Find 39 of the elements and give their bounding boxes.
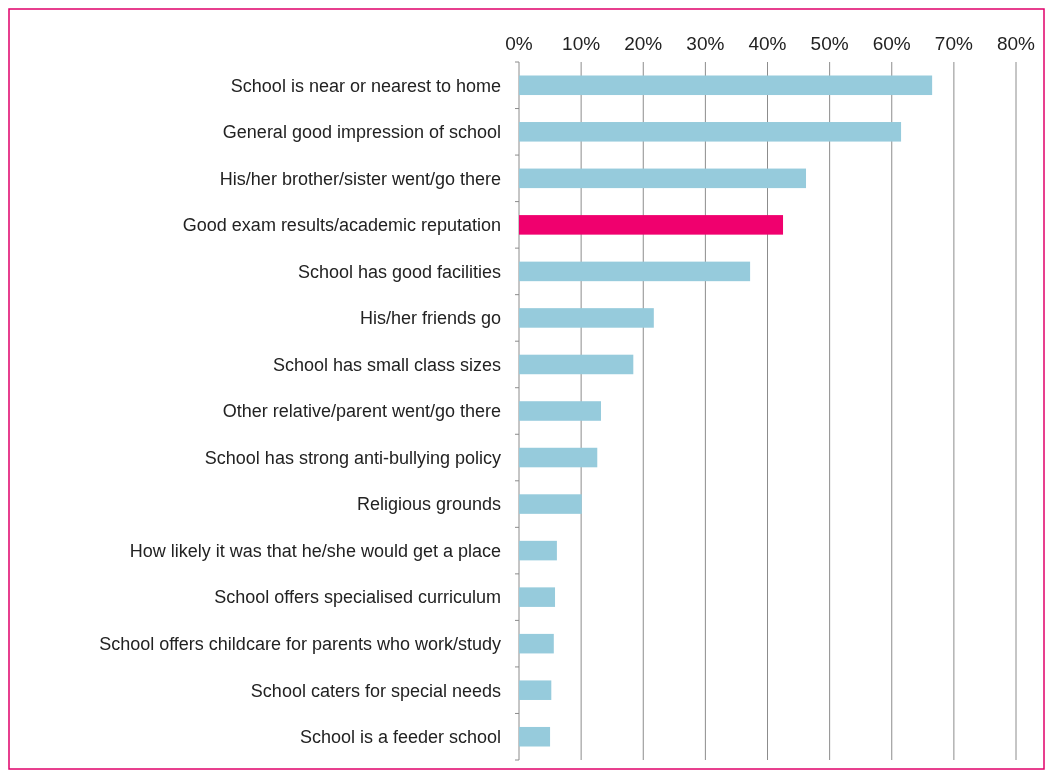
y-tick-label: School has strong anti-bullying policy [204, 447, 501, 468]
y-tick-label: School has small class sizes [272, 354, 501, 375]
x-tick-label: 30% [686, 33, 725, 54]
bar [519, 587, 556, 607]
bar [519, 680, 552, 700]
bar [519, 726, 551, 747]
bar [519, 401, 602, 421]
x-tick-label: 70% [934, 33, 973, 54]
y-tick-label: School is near or nearest to home [230, 75, 501, 96]
y-tick-label: His/her friends go [359, 308, 501, 329]
bar [519, 75, 933, 96]
bar [519, 308, 654, 328]
y-tick-label: General good impression of school [222, 122, 501, 143]
y-tick-label: School has good facilities [297, 261, 501, 282]
bar [519, 494, 582, 514]
bar [519, 633, 554, 654]
y-tick-label: Religious grounds [356, 494, 501, 515]
y-tick-label: School caters for special needs [250, 680, 501, 701]
y-tick-label: Good exam results/academic reputation [182, 215, 501, 236]
y-tick-label: School offers specialised curriculum [214, 587, 501, 608]
x-tick-label: 50% [810, 33, 849, 54]
y-tick-label: His/her brother/sister went/go there [219, 168, 501, 189]
bar [519, 122, 902, 142]
x-tick-label: 0% [505, 33, 533, 54]
bar [519, 168, 807, 189]
y-tick-label: School is a feeder school [299, 727, 501, 748]
x-tick-label: 40% [748, 33, 787, 54]
y-tick-label: School offers childcare for parents who work/study [99, 633, 501, 654]
bar [519, 261, 751, 282]
y-tick-label: How likely it was that he/she would get a place [129, 540, 501, 561]
y-tick-label: Other relative/parent went/go there [222, 401, 501, 422]
x-tick-label: 80% [996, 33, 1036, 54]
x-tick-label: 60% [872, 33, 911, 54]
bar [519, 215, 784, 235]
bar [519, 354, 634, 375]
bar [519, 540, 557, 561]
bar [519, 447, 598, 468]
x-tick-label: 10% [562, 33, 601, 54]
x-tick-label: 20% [624, 33, 663, 54]
